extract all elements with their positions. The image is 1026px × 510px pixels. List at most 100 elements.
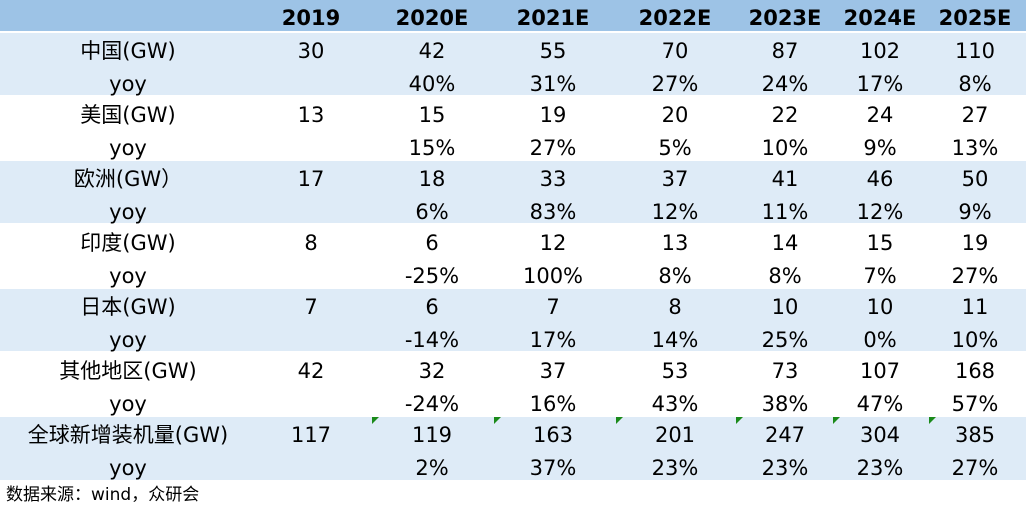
cell-yoy: -14%	[405, 328, 459, 352]
cell-value: 119	[412, 423, 452, 447]
row-label: 印度(GW)	[80, 231, 175, 255]
cell-value: 13	[298, 103, 325, 127]
yoy-label: yoy	[109, 328, 147, 352]
cell-yoy: 15%	[409, 136, 456, 160]
cell-yoy: 10%	[762, 136, 809, 160]
cell-value: 18	[419, 167, 446, 191]
row-label: 其他地区(GW)	[59, 359, 196, 383]
row-background	[0, 224, 1026, 288]
cell-yoy: 17%	[530, 328, 577, 352]
row-background	[0, 288, 1026, 352]
cell-yoy: 24%	[762, 72, 809, 96]
column-header: 2020E	[396, 6, 469, 30]
cell-marker	[929, 417, 936, 424]
cell-yoy: 0%	[863, 328, 896, 352]
cell-value: 30	[298, 39, 325, 63]
cell-yoy: 23%	[762, 456, 809, 480]
cell-yoy: 5%	[658, 136, 691, 160]
cell-value: 37	[662, 167, 689, 191]
cell-value: 33	[540, 167, 567, 191]
row-label: 中国(GW)	[80, 39, 175, 63]
cell-value: 37	[540, 359, 567, 383]
source-note: 数据来源：wind，众研会	[6, 485, 199, 505]
column-header: 2021E	[517, 6, 590, 30]
yoy-label: yoy	[109, 200, 147, 224]
cell-value: 10	[867, 295, 894, 319]
cell-value: 201	[655, 423, 695, 447]
cell-yoy: 8%	[658, 264, 691, 288]
cell-value: 304	[860, 423, 900, 447]
cell-value: 19	[962, 231, 989, 255]
cell-yoy: 27%	[530, 136, 577, 160]
cell-value: 117	[291, 423, 331, 447]
cell-yoy: -24%	[405, 392, 459, 416]
cell-value: 87	[772, 39, 799, 63]
cell-value: 163	[533, 423, 573, 447]
cell-marker	[494, 417, 501, 424]
cell-yoy: 8%	[958, 72, 991, 96]
cell-yoy: 2%	[415, 456, 448, 480]
cell-value: 55	[540, 39, 567, 63]
cell-yoy: 23%	[857, 456, 904, 480]
cell-yoy: 83%	[530, 200, 577, 224]
row-label: 欧洲(GW）	[74, 167, 182, 191]
cell-value: 14	[772, 231, 799, 255]
row-background	[0, 352, 1026, 416]
cell-value: 12	[540, 231, 567, 255]
column-header: 2022E	[639, 6, 712, 30]
yoy-label: yoy	[109, 456, 147, 480]
cell-value: 247	[765, 423, 805, 447]
row-background	[0, 96, 1026, 160]
yoy-label: yoy	[109, 264, 147, 288]
header-background	[0, 0, 1026, 32]
cell-value: 10	[772, 295, 799, 319]
cell-value: 385	[955, 423, 995, 447]
cell-yoy: 12%	[857, 200, 904, 224]
cell-yoy: 7%	[863, 264, 896, 288]
cell-value: 53	[662, 359, 689, 383]
cell-marker	[736, 417, 743, 424]
cell-yoy: 100%	[523, 264, 583, 288]
row-background	[0, 416, 1026, 480]
cell-value: 32	[419, 359, 446, 383]
cell-yoy: 23%	[652, 456, 699, 480]
cell-yoy: 57%	[952, 392, 999, 416]
cell-value: 6	[425, 295, 438, 319]
cell-value: 7	[546, 295, 559, 319]
cell-value: 41	[772, 167, 799, 191]
cell-yoy: 13%	[952, 136, 999, 160]
column-header: 2024E	[844, 6, 917, 30]
cell-yoy: 16%	[530, 392, 577, 416]
cell-yoy: 9%	[958, 200, 991, 224]
cell-yoy: 25%	[762, 328, 809, 352]
cell-value: 15	[867, 231, 894, 255]
cell-yoy: 6%	[415, 200, 448, 224]
cell-value: 46	[867, 167, 894, 191]
cell-value: 11	[962, 295, 989, 319]
cell-value: 73	[772, 359, 799, 383]
cell-yoy: 40%	[409, 72, 456, 96]
cell-yoy: 27%	[952, 264, 999, 288]
column-header: 2023E	[749, 6, 822, 30]
cell-value: 7	[304, 295, 317, 319]
cell-yoy: 27%	[652, 72, 699, 96]
cell-yoy: 8%	[768, 264, 801, 288]
yoy-label: yoy	[109, 72, 147, 96]
cell-yoy: 43%	[652, 392, 699, 416]
cell-value: 13	[662, 231, 689, 255]
cell-value: 27	[962, 103, 989, 127]
row-background	[0, 32, 1026, 96]
cell-yoy: 31%	[530, 72, 577, 96]
column-header: 2025E	[939, 6, 1012, 30]
cell-yoy: 38%	[762, 392, 809, 416]
cell-marker	[833, 417, 840, 424]
cell-value: 15	[419, 103, 446, 127]
cell-value: 19	[540, 103, 567, 127]
cell-yoy: 14%	[652, 328, 699, 352]
cell-value: 22	[772, 103, 799, 127]
yoy-label: yoy	[109, 392, 147, 416]
cell-yoy: 47%	[857, 392, 904, 416]
cell-value: 70	[662, 39, 689, 63]
cell-marker	[616, 417, 623, 424]
